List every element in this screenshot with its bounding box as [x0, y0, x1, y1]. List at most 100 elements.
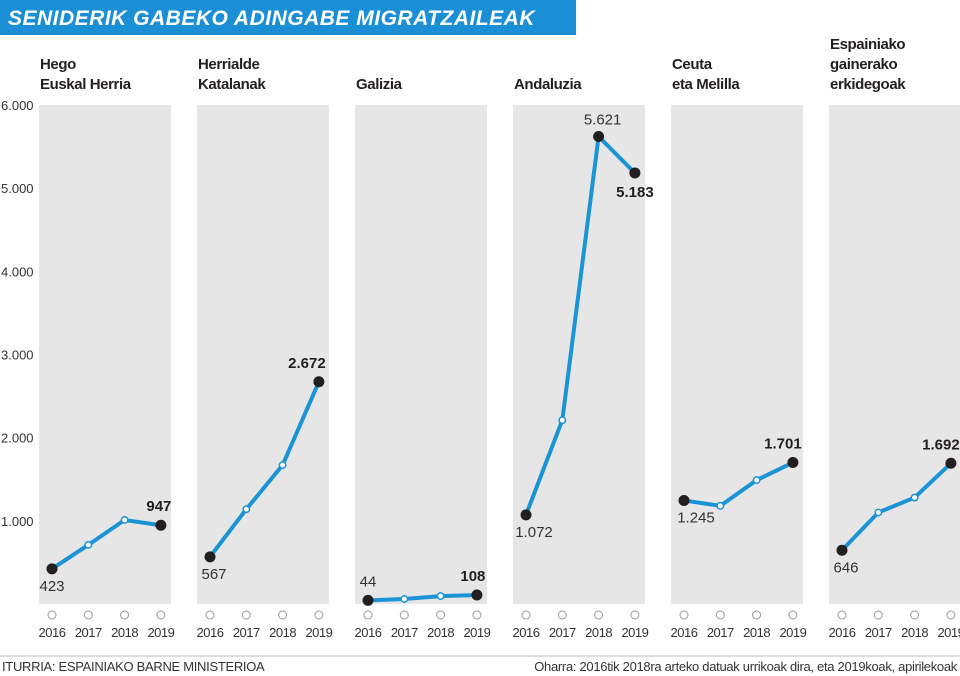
panel-title: Galizia	[356, 76, 403, 93]
panel-title: Hego	[40, 56, 76, 73]
panel-background	[197, 105, 329, 604]
point	[155, 519, 167, 531]
panel-title: Andaluzia	[514, 76, 582, 93]
point	[678, 494, 690, 506]
point	[945, 457, 957, 469]
x-tick-mark	[47, 610, 57, 620]
value-label: 2.672	[288, 355, 326, 372]
x-tick-label: 2019	[463, 625, 490, 640]
panel-title: Euskal Herria	[40, 76, 132, 93]
panel-background	[671, 105, 803, 604]
panel-background	[355, 105, 487, 604]
x-tick-mark	[83, 610, 93, 620]
x-tick-label: 2017	[75, 625, 102, 640]
x-tick-label: 2018	[111, 625, 138, 640]
panel-background	[513, 105, 645, 604]
panel-title: Katalanak	[198, 76, 266, 93]
point	[593, 131, 605, 143]
panel-title: gainerako	[830, 56, 897, 73]
point	[716, 501, 725, 510]
x-tick-label: 2017	[233, 625, 260, 640]
x-tick-label: 2017	[865, 625, 892, 640]
x-tick-label: 2016	[513, 625, 540, 640]
x-tick-label: 2019	[937, 625, 960, 640]
x-tick-label: 2017	[707, 625, 734, 640]
x-tick-mark	[156, 610, 166, 620]
value-label: 1.072	[515, 524, 553, 541]
x-tick-label: 2018	[743, 625, 770, 640]
value-label: 646	[833, 559, 858, 576]
x-tick-mark	[910, 610, 920, 620]
chart-title: SENIDERIK GABEKO ADINGABE MIGRATZAILEAK	[8, 7, 536, 30]
y-tick-label: 1.000	[1, 514, 34, 529]
line	[683, 460, 794, 508]
point	[629, 167, 641, 179]
value-label: 5.621	[584, 112, 622, 129]
point	[120, 516, 129, 524]
x-tick-label: 2016	[197, 625, 224, 640]
x-tick-mark	[946, 610, 956, 620]
value-label: 567	[201, 566, 226, 583]
x-tick-label: 2017	[549, 625, 576, 640]
panel-title: Ceuta	[672, 56, 713, 73]
point	[787, 457, 799, 469]
x-tick-mark	[557, 610, 567, 620]
point	[46, 563, 58, 575]
value-label: 44	[360, 573, 377, 590]
x-tick-mark	[521, 610, 531, 620]
x-tick-mark	[205, 610, 215, 620]
y-tick-label: 3.000	[1, 348, 34, 363]
x-tick-mark	[788, 610, 798, 620]
point	[204, 551, 216, 563]
x-tick-label: 2016	[671, 625, 698, 640]
panel-title: Herrialde	[198, 56, 259, 73]
value-label: 5.183	[616, 184, 654, 201]
title-banner	[0, 0, 576, 35]
value-label: 947	[146, 498, 171, 515]
point	[362, 594, 374, 606]
y-tick-label: 5.000	[1, 181, 34, 196]
y-tick-label: 4.000	[1, 264, 34, 279]
x-tick-mark	[278, 610, 288, 620]
value-label: 423	[39, 578, 64, 595]
y-tick-label: 6.000	[1, 98, 34, 113]
point	[558, 416, 567, 425]
value-label: 1.245	[677, 509, 715, 526]
line	[208, 380, 321, 559]
panel-title: erkidegoak	[830, 76, 906, 93]
x-tick-label: 2018	[901, 625, 928, 640]
line	[524, 134, 637, 516]
line	[367, 593, 477, 603]
point	[242, 505, 251, 514]
point	[471, 589, 483, 601]
x-tick-label: 2017	[391, 625, 418, 640]
point	[278, 461, 287, 470]
x-tick-label: 2019	[621, 625, 648, 640]
point	[84, 541, 93, 549]
panel-title: Espainiako	[830, 36, 905, 53]
point	[836, 544, 848, 556]
panel-title: eta Melilla	[672, 76, 740, 93]
x-tick-mark	[873, 610, 883, 620]
point	[400, 595, 409, 603]
source: ITURRIA: ESPAINIAKO BARNE MINISTERIOA	[2, 659, 265, 674]
x-tick-label: 2016	[39, 625, 66, 640]
value-label: 1.692	[922, 436, 960, 453]
x-tick-mark	[472, 610, 482, 620]
x-tick-mark	[363, 610, 373, 620]
y-tick-label: 2.000	[1, 431, 34, 446]
point	[752, 476, 761, 485]
x-tick-mark	[752, 610, 762, 620]
x-tick-label: 2019	[779, 625, 806, 640]
panel-background	[829, 105, 960, 604]
x-tick-label: 2016	[355, 625, 382, 640]
x-tick-label: 2018	[585, 625, 612, 640]
x-tick-label: 2019	[305, 625, 332, 640]
point	[313, 376, 325, 388]
x-tick-mark	[120, 610, 130, 620]
x-tick-mark	[630, 610, 640, 620]
x-tick-label: 2019	[147, 625, 174, 640]
point	[520, 509, 532, 521]
line	[840, 461, 953, 552]
